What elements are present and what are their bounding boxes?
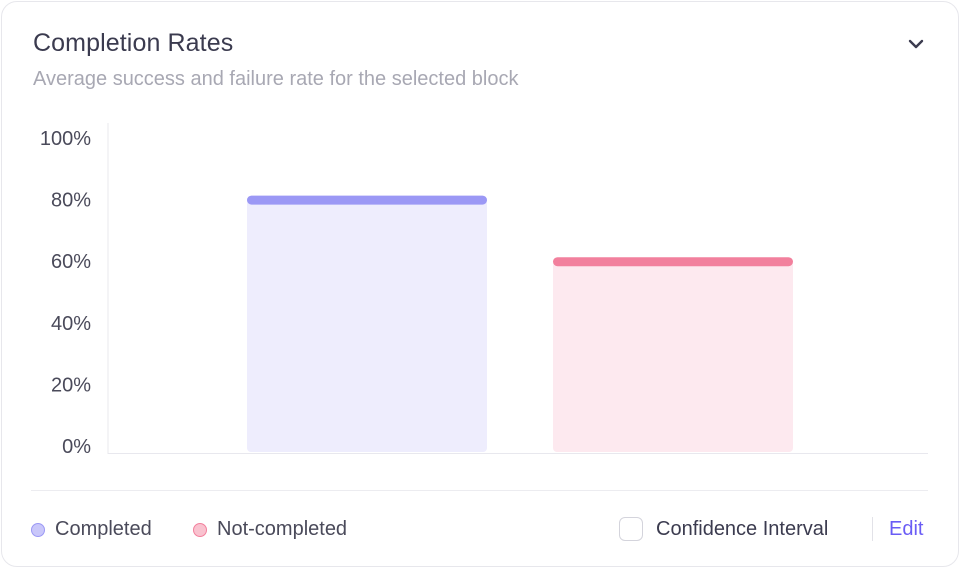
bar-fill: [247, 199, 487, 452]
card-title: Completion Rates: [33, 29, 234, 57]
legend-item-not-completed: Not-completed: [193, 518, 347, 541]
card-subtitle: Average success and failure rate for the…: [33, 68, 519, 90]
legend-label-completed: Completed: [55, 518, 152, 540]
divider: [31, 490, 928, 491]
bar-completed[interactable]: [247, 195, 487, 452]
legend-dot-completed: [31, 522, 45, 537]
legend-label-not-completed: Not-completed: [217, 518, 348, 540]
legend-item-completed: Completed: [31, 518, 152, 541]
edit-link[interactable]: Edit: [889, 518, 924, 540]
y-tick-label: 20%: [51, 374, 91, 396]
bar-value-line: [247, 195, 487, 205]
confidence-interval-label[interactable]: Confidence Interval: [656, 518, 829, 540]
bar-chart: 100% 80% 60% 40% 20% 0%: [40, 123, 928, 458]
legend-dot-not-completed: [193, 522, 207, 537]
chevron-down-icon[interactable]: [902, 30, 930, 58]
y-tick-label: 100%: [40, 128, 91, 150]
bar-fill: [553, 261, 793, 452]
y-tick-label: 40%: [51, 313, 91, 335]
bar-not-completed[interactable]: [553, 257, 793, 452]
y-tick-label: 60%: [51, 251, 91, 273]
y-tick-label: 0%: [62, 436, 91, 458]
y-tick-label: 80%: [51, 190, 91, 212]
footer-separator: [872, 517, 873, 541]
confidence-interval-checkbox[interactable]: [619, 517, 643, 541]
bar-value-line: [553, 257, 793, 267]
